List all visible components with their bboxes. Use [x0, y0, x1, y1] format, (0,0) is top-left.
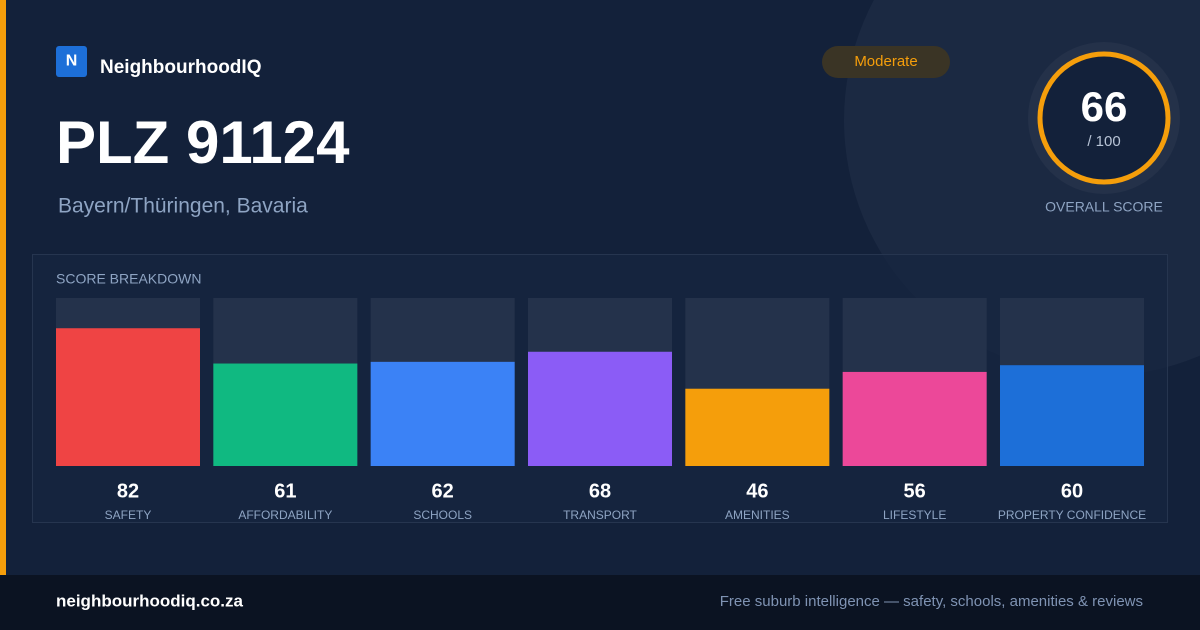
footer — [0, 575, 1200, 630]
value-label: 60 — [1061, 480, 1083, 502]
value-label: 56 — [904, 480, 926, 502]
bar — [842, 371, 987, 466]
logo — [56, 46, 87, 77]
score-value: 66 — [1081, 83, 1128, 130]
category-label: SAFETY — [105, 508, 152, 522]
logo-letter: N — [66, 53, 78, 70]
bar — [528, 351, 672, 466]
score-max: / 100 — [1087, 133, 1120, 150]
badge — [822, 46, 950, 78]
category-label: LIFESTYLE — [883, 508, 946, 522]
footer-tagline: Free suburb intelligence — safety, schoo… — [720, 593, 1143, 610]
bar — [685, 388, 830, 466]
value-label: 46 — [746, 480, 768, 502]
category-label: PROPERTY CONFIDENCE — [998, 508, 1146, 522]
category-label: SCHOOLS — [413, 508, 472, 522]
category-label: AMENITIES — [725, 508, 790, 522]
footer-site: neighbourhoodiq.co.za — [56, 591, 244, 610]
score-label: OVERALL SCORE — [1045, 199, 1163, 215]
title: PLZ 91124 — [56, 109, 350, 176]
value-label: 62 — [432, 480, 454, 502]
bar — [213, 363, 358, 466]
score-ring — [1037, 51, 1171, 185]
brand-name: NeighbourhoodIQ — [100, 57, 261, 78]
value-label: 68 — [589, 480, 611, 502]
bar — [370, 361, 515, 466]
category-label: TRANSPORT — [563, 508, 637, 522]
subtitle: Bayern/Thüringen, Bavaria — [58, 195, 308, 218]
category-label: AFFORDABILITY — [238, 508, 332, 522]
badge-text: Moderate — [854, 53, 917, 70]
value-label: 82 — [117, 480, 139, 502]
value-label: 61 — [274, 480, 296, 502]
bar — [1000, 365, 1144, 466]
accent-strip — [0, 0, 6, 575]
chart-title: SCORE BREAKDOWN — [56, 271, 201, 287]
bar — [56, 328, 200, 466]
